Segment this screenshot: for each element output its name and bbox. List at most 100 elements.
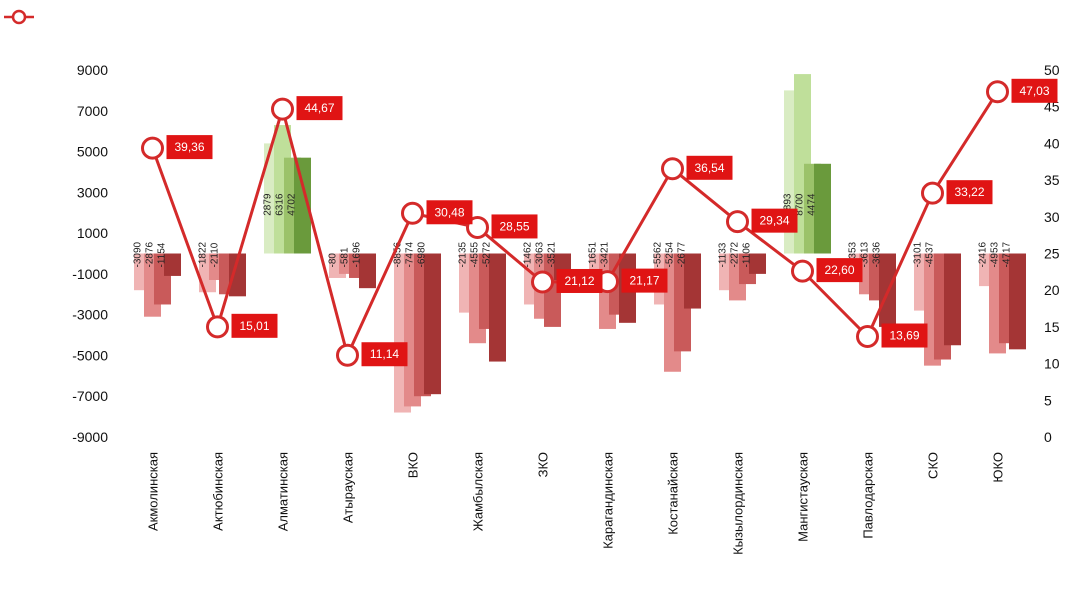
bar-data-label: -2272 — [730, 241, 741, 267]
bar-data-label: -2876 — [145, 241, 156, 267]
y-left-tick-label: -5000 — [72, 347, 108, 363]
line-value-label-box — [621, 268, 668, 293]
line-point — [141, 136, 164, 160]
line-point — [401, 201, 424, 225]
bar-data-label: 2879 — [263, 193, 274, 216]
y-left-tick-label: -9000 — [72, 429, 108, 445]
bars — [134, 74, 1026, 413]
y-left-tick-label: -1000 — [72, 266, 108, 282]
line-value-label-box — [166, 135, 213, 160]
line-value-label: 28,55 — [499, 219, 529, 233]
y-left-tick-label: 7000 — [77, 103, 108, 119]
legend — [4, 9, 34, 25]
y-right-tick-label: 15 — [1044, 319, 1060, 335]
bar-labels: -3090 -2876 -1154 -1822 -2110 2879 6316 4702 -80… — [133, 193, 1013, 267]
bar — [229, 253, 246, 297]
line-point — [791, 259, 814, 283]
line-value-label: 21,12 — [564, 274, 594, 288]
line-value-label-box — [816, 258, 863, 283]
bar — [1009, 253, 1026, 350]
line-value-label-box — [361, 342, 408, 367]
category-label: Алматинская — [276, 452, 291, 531]
line-value-label-box — [556, 268, 603, 293]
bar-data-label: -3090 — [133, 241, 144, 267]
y-left-tick-label: 1000 — [77, 225, 108, 241]
line-value-label: 47,03 — [1019, 84, 1049, 98]
bar-data-label: 6316 — [275, 193, 286, 216]
bar-data-label: -4717 — [1002, 241, 1013, 267]
bar-data-label: -581 — [340, 247, 351, 267]
bar-data-label: -1462 — [523, 241, 534, 267]
category-label: Кызылординская — [731, 452, 746, 555]
bar — [684, 253, 701, 309]
bar-data-label: -2677 — [677, 241, 688, 267]
y-right-tick-label: 50 — [1044, 62, 1060, 78]
line-value-label-box — [686, 155, 733, 180]
bar — [489, 253, 506, 362]
x-axis-categories: Акмолинская Актюбинская Алматинская Атыраус… — [146, 452, 1006, 555]
y-right-tick-label: 30 — [1044, 209, 1060, 225]
bar-data-label: -2110 — [210, 242, 221, 267]
line-value-label: 39,36 — [174, 140, 204, 154]
line-value-label-box — [296, 96, 343, 121]
line-value-label: 29,34 — [759, 214, 789, 228]
y-left-tick-label: -3000 — [72, 307, 108, 323]
line-point — [856, 325, 879, 349]
category-label: ЗКО — [536, 452, 551, 477]
line-point — [986, 80, 1009, 104]
bar-data-label: -80 — [328, 253, 339, 268]
line-value-label-box — [231, 313, 278, 338]
bar-data-label: 4702 — [287, 193, 298, 216]
bar-data-label: -3421 — [600, 241, 611, 267]
line-point — [661, 157, 684, 181]
line-value-label-box — [1011, 78, 1058, 103]
y-left-tick-label: 9000 — [77, 62, 108, 78]
legend-circle-marker — [11, 9, 27, 25]
bar-data-label: 4474 — [807, 193, 818, 216]
bar-data-label: -1133 — [718, 242, 729, 267]
bar-data-label: -6980 — [417, 241, 428, 267]
bar — [944, 253, 961, 346]
category-label: Актюбинская — [211, 452, 226, 531]
bar-data-label: -8856 — [393, 241, 404, 267]
category-label: Жамбылская — [471, 452, 486, 531]
bar — [359, 253, 376, 289]
line-value-label: 33,22 — [954, 185, 984, 199]
y-left-tick-label: 3000 — [77, 184, 108, 200]
line-series: 39,36 15,01 44,67 11,14 30,48 28,55 21,12 21,17… — [141, 78, 1058, 367]
bar — [294, 157, 311, 254]
line-value-label: 11,14 — [370, 347, 399, 361]
category-label: ЮКО — [991, 452, 1006, 483]
line-value-label: 22,60 — [824, 263, 854, 277]
y-right-tick-label: 40 — [1044, 135, 1060, 151]
bar-data-label: -4537 — [925, 241, 936, 267]
line-value-label: 30,48 — [434, 205, 464, 219]
y-left-tick-label: -7000 — [72, 388, 108, 404]
line-value-label-box — [491, 214, 538, 239]
bar-data-label: -3613 — [860, 241, 871, 267]
line-point — [531, 270, 554, 294]
category-label: Карагандинская — [601, 452, 616, 549]
bar-data-label: -3101 — [913, 241, 924, 267]
y-right-tick-label: 5 — [1044, 392, 1052, 408]
line-point — [726, 210, 749, 234]
bar-data-label: -3521 — [547, 241, 558, 267]
line-value-label: 13,69 — [889, 329, 919, 343]
category-label: Атырауская — [341, 452, 356, 523]
line-point — [921, 181, 944, 205]
bar — [164, 253, 181, 276]
category-label: ВКО — [406, 452, 421, 478]
y-left-tick-label: 5000 — [77, 144, 108, 160]
line-value-label: 21,17 — [629, 274, 659, 288]
bar-data-label: -4555 — [470, 241, 481, 267]
bar-data-label: -1353 — [848, 241, 859, 267]
bar-data-label: 7893 — [783, 193, 794, 216]
bar-data-label: -3636 — [872, 241, 883, 267]
line-point — [271, 97, 294, 121]
y-right-tick-label: 35 — [1044, 172, 1060, 188]
category-label: Павлодарская — [861, 452, 876, 539]
bar-data-label: -5254 — [665, 241, 676, 267]
bar-data-label: -7474 — [405, 241, 416, 267]
